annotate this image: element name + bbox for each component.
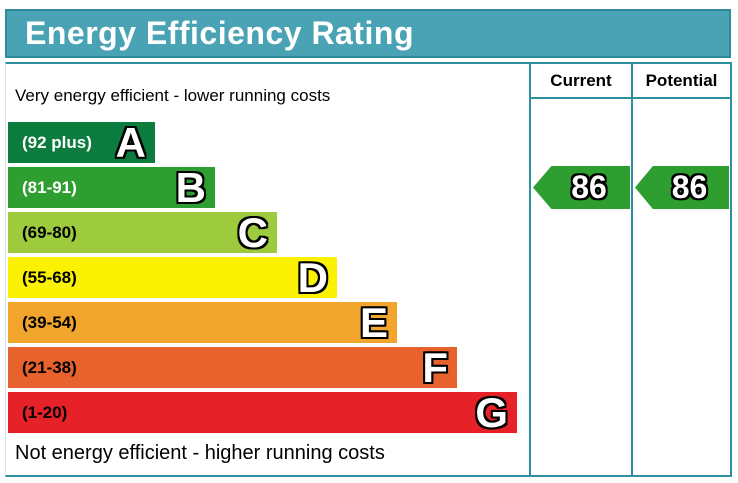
potential-rating-value: 86 xyxy=(671,169,708,205)
band-e: (39-54) E xyxy=(8,299,397,346)
band-letter: D xyxy=(297,254,328,301)
band-c: (69-80) C xyxy=(8,209,277,256)
chart-title: Energy Efficiency Rating xyxy=(25,15,414,51)
potential-column-divider xyxy=(631,64,633,475)
band-range-label: (1-20) xyxy=(22,402,68,422)
band-letter: F xyxy=(422,344,448,391)
band-f: (21-38) F xyxy=(8,344,457,391)
bottom-note: Not energy efficient - higher running co… xyxy=(15,442,385,464)
chart-title-bar: Energy Efficiency Rating xyxy=(5,9,731,58)
chart-inner: Current Potential Very energy efficient … xyxy=(6,64,730,475)
band-range-label: (55-68) xyxy=(22,267,77,287)
current-column-divider xyxy=(529,64,531,475)
band-letter: C xyxy=(237,209,268,256)
band-a: (92 plus) A xyxy=(8,119,155,166)
band-letter: A xyxy=(115,119,146,166)
band-g: (1-20) G xyxy=(8,389,517,436)
rating-bands: (92 plus) A (81-91) B (69-80) C (55-68) D (39-54… xyxy=(6,64,730,475)
band-range-label: (39-54) xyxy=(22,312,77,332)
band-letter: G xyxy=(475,389,508,436)
band-range-label: (21-38) xyxy=(22,357,77,377)
band-range-label: (81-91) xyxy=(22,177,77,197)
potential-rating-arrow: 86 xyxy=(635,166,729,209)
current-rating-value: 86 xyxy=(571,169,607,205)
band-letter: B xyxy=(175,164,206,211)
band-range-label: (92 plus) xyxy=(22,132,92,152)
potential-column-header: Potential xyxy=(645,71,718,90)
current-rating-arrow: 86 xyxy=(533,166,630,209)
current-column-header: Current xyxy=(550,71,612,90)
top-note: Very energy efficient - lower running co… xyxy=(15,86,331,105)
band-d: (55-68) D xyxy=(8,254,337,301)
band-range-label: (69-80) xyxy=(22,222,77,242)
chart-area: Current Potential Very energy efficient … xyxy=(5,62,732,477)
band-letter: E xyxy=(359,299,388,346)
column-header-underline xyxy=(529,97,730,99)
band-b: (81-91) B xyxy=(8,164,215,211)
